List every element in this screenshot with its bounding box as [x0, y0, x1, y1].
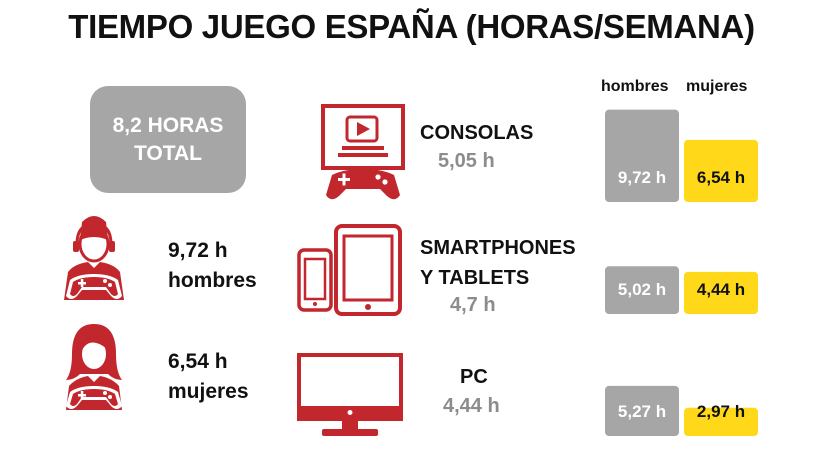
page-title: TIEMPO JUEGO ESPAÑA (HORAS/SEMANA): [68, 8, 755, 45]
category-label-line1: CONSOLAS: [420, 122, 534, 144]
total-line1: 8,2 HORAS: [112, 113, 224, 137]
total-line2: TOTAL: [133, 141, 203, 165]
smartphone-icon: [295, 222, 335, 314]
category-label-line1: PC: [460, 366, 488, 388]
category-total-consolas: 5,05 h: [438, 150, 495, 172]
monitor-icon: [296, 352, 404, 440]
tablet-icon: [332, 222, 406, 318]
category-label-smartphones: SMARTPHONES Y TABLETS: [420, 233, 576, 293]
women-label: mujeres: [168, 380, 249, 403]
bar-label-mujeres-2: 2,97 h: [697, 402, 745, 421]
bar-hombres-0: [605, 109, 679, 202]
total-text: 8,2 HORAS TOTAL: [98, 112, 238, 168]
bar-label-hombres-0: 9,72 h: [618, 168, 666, 187]
woman-gamer-icon: [60, 320, 128, 415]
bar-label-hombres-1: 5,02 h: [618, 280, 666, 299]
bar-mujeres-2: [684, 407, 758, 436]
bar-hombres-2: [605, 385, 679, 436]
bar-chart: 9,72 h 5,02 h 5,27 h 6,54 h 4,44 h 2,97 h: [605, 109, 758, 436]
category-total-smartphones: 4,7 h: [450, 294, 496, 316]
bar-label-mujeres-0: 6,54 h: [697, 168, 745, 187]
men-stat: 9,72 h hombres: [168, 236, 257, 296]
bar-label-hombres-2: 5,27 h: [618, 402, 666, 421]
bar-hombres-1: [605, 266, 679, 314]
category-label-consolas: CONSOLAS: [420, 118, 533, 148]
category-label-pc: PC: [460, 362, 488, 392]
bar-mujeres-0: [684, 139, 758, 202]
men-label: hombres: [168, 269, 257, 292]
legend-men: hombres: [601, 78, 669, 95]
category-total-pc: 4,44 h: [443, 395, 500, 417]
category-label-line1: SMARTPHONES: [420, 237, 576, 259]
console-icon: [320, 103, 406, 203]
man-gamer-icon: [60, 210, 128, 305]
category-label-line2: Y TABLETS: [420, 267, 530, 289]
bar-label-mujeres-1: 4,44 h: [697, 280, 745, 299]
women-value: 6,54 h: [168, 350, 228, 373]
bar-mujeres-1: [684, 271, 758, 314]
men-value: 9,72 h: [168, 239, 228, 262]
women-stat: 6,54 h mujeres: [168, 347, 249, 407]
legend-women: mujeres: [686, 78, 748, 95]
total-badge: 8,2 HORAS TOTAL: [90, 86, 246, 193]
